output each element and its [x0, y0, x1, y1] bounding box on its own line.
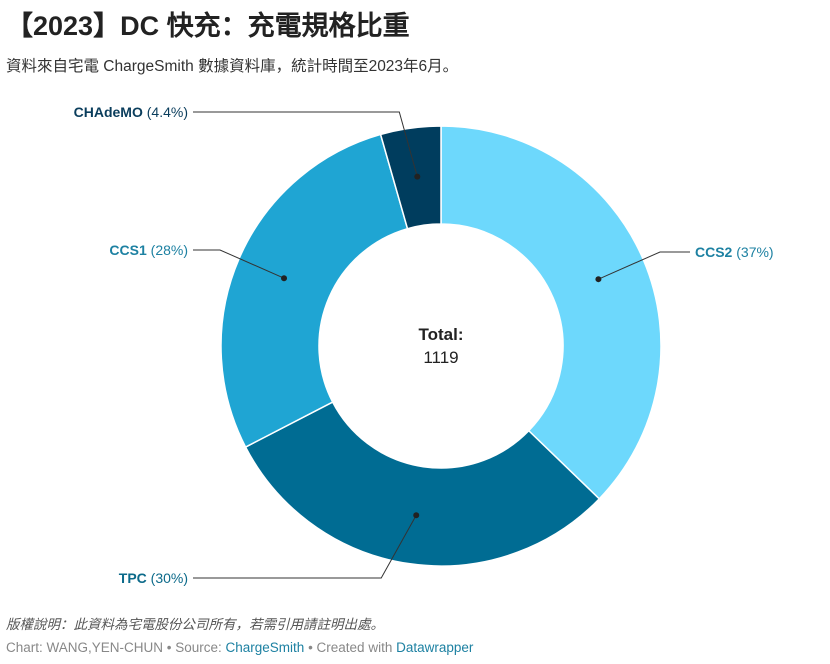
chart-subtitle: 資料來自宅電 ChargeSmith 數據資料庫，統計時間至2023年6月。: [6, 58, 459, 75]
slice-ccs2: [440, 125, 662, 500]
slice-percent: (30%): [147, 570, 188, 586]
slice-labels: CCS2 (37%) TPC (30%) CCS1 (28%) CHAdeMO (4.…: [74, 104, 774, 586]
slice-name: CCS2: [695, 244, 733, 260]
chart-title: 【2023】DC 快充：充電規格比重: [6, 11, 410, 41]
chart-credits: Chart: WANG,YEN-CHUN • Source: ChargeSmi…: [6, 640, 473, 655]
leader-dot-ccs2: [595, 276, 602, 283]
slice-percent: (4.4%): [143, 104, 188, 120]
leader-lines: [193, 111, 690, 579]
slice-label-tpc: TPC (30%): [119, 570, 188, 586]
leader-line-ccs1: [193, 249, 285, 279]
leader-dot-tpc: [413, 512, 420, 519]
center-total-label: Total:: [418, 325, 463, 344]
slice-percent: (28%): [147, 242, 188, 258]
leader-line-ccs2: [598, 251, 690, 280]
slice-label-ccs1: CCS1 (28%): [109, 242, 188, 258]
leader-line-chademo: [193, 111, 418, 177]
donut-slices: [220, 125, 662, 567]
slice-name: CCS1: [109, 242, 147, 258]
leader-dot-ccs1: [281, 275, 288, 282]
slice-tpc: [244, 401, 601, 567]
leader-line-tpc: [193, 514, 417, 579]
copyright-note: 版權說明：此資料為宅電股份公司所有，若需引用請註明出處。: [6, 617, 384, 632]
slice-label-chademo: CHAdeMO (4.4%): [74, 104, 188, 120]
datawrapper-link[interactable]: Datawrapper: [396, 640, 474, 655]
slice-label-ccs2: CCS2 (37%): [695, 244, 774, 260]
source-link[interactable]: ChargeSmith: [225, 640, 305, 655]
credits-prefix: Chart: WANG,YEN-CHUN • Source:: [6, 640, 226, 655]
slice-ccs1: [220, 133, 409, 449]
center-total-value: 1119: [423, 348, 458, 367]
slice-name: CHAdeMO: [74, 104, 143, 120]
slice-chademo: [379, 125, 442, 230]
slice-name: TPC: [119, 570, 147, 586]
credits-middle: • Created with: [304, 640, 397, 655]
leader-dot-chademo: [414, 173, 421, 180]
slice-percent: (37%): [732, 244, 773, 260]
